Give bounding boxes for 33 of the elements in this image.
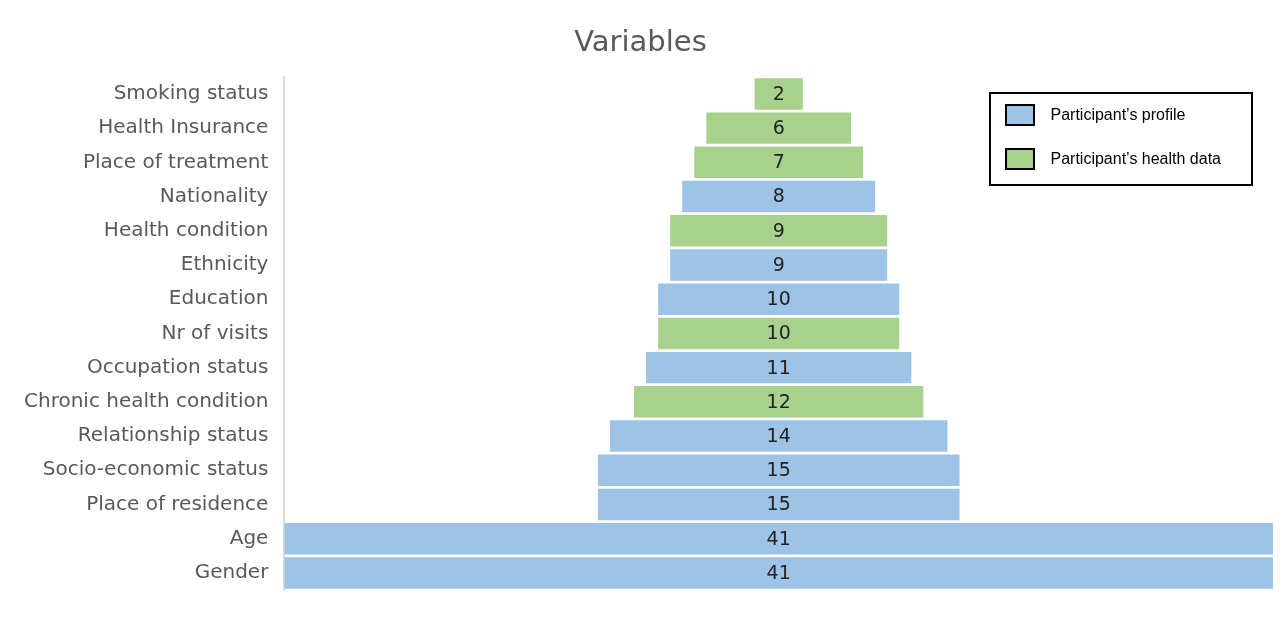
category-label: Chronic health condition <box>23 388 269 413</box>
category-label: Age <box>229 524 269 549</box>
data-label: 12 <box>766 389 791 412</box>
category-label: Relationship status <box>77 422 269 447</box>
legend-label: Participant’s profile <box>1050 106 1186 124</box>
category-label: Health condition <box>103 216 269 241</box>
data-label: 10 <box>766 287 791 310</box>
data-label: 41 <box>766 560 791 583</box>
category-label: Smoking status <box>113 80 269 105</box>
data-label: 10 <box>766 321 791 344</box>
data-label: 7 <box>772 150 785 173</box>
category-label: Place of residence <box>86 490 269 515</box>
data-label: 8 <box>772 184 785 207</box>
category-label: Place of treatment <box>82 148 269 173</box>
data-label: 11 <box>766 355 791 378</box>
data-label: 15 <box>766 492 791 515</box>
data-label: 9 <box>772 252 785 275</box>
category-label: Nr of visits <box>161 319 269 344</box>
data-label: 2 <box>772 81 785 104</box>
category-label: Gender <box>194 559 270 584</box>
text: Variables <box>574 23 707 58</box>
category-label: Nationality <box>159 182 269 207</box>
data-label: 15 <box>766 458 791 481</box>
legend-label: Participant’s health data <box>1050 150 1221 168</box>
data-label: 9 <box>772 218 785 241</box>
category-label: Occupation status <box>86 353 269 378</box>
data-label: 14 <box>766 423 791 446</box>
category-label: Ethnicity <box>180 251 269 276</box>
category-label: Education <box>168 285 269 310</box>
data-label: 6 <box>772 116 785 139</box>
category-label: Socio-economic status <box>42 456 269 481</box>
category-label: Health Insurance <box>98 114 269 139</box>
data-label: 41 <box>766 526 791 549</box>
